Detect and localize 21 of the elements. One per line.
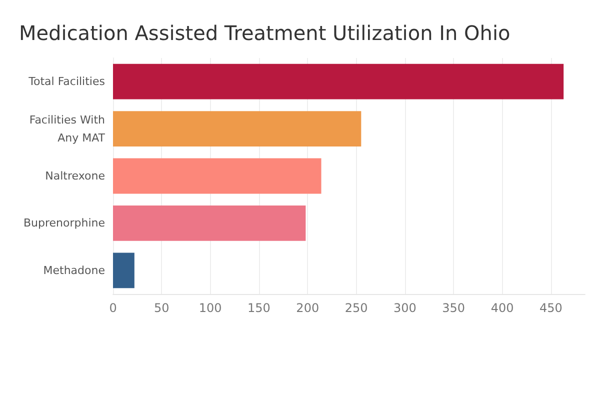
x-tick-label: 250 xyxy=(344,301,368,315)
x-tick-label: 50 xyxy=(154,301,170,315)
y-tick-label: Total Facilities xyxy=(28,75,106,88)
bar xyxy=(113,206,306,241)
bar xyxy=(113,252,134,288)
y-tick-label: Naltrexone xyxy=(45,170,106,182)
x-tick-label: 100 xyxy=(198,301,222,315)
x-tick-label: 150 xyxy=(248,301,270,315)
x-tick-label: 450 xyxy=(539,301,562,315)
x-tick-label: 200 xyxy=(296,301,320,315)
y-tick-label: Facilities With Any MAT xyxy=(29,113,106,144)
bar xyxy=(113,111,362,146)
bar xyxy=(113,158,322,194)
x-tick-label: 350 xyxy=(442,301,466,315)
x-tick-label: 400 xyxy=(490,301,514,315)
bar xyxy=(113,64,564,100)
y-tick-label: Buprenorphine xyxy=(23,216,106,230)
chart-title: Medication Assisted Treatment Utilization In Ohio xyxy=(19,21,510,45)
y-tick-label: Methadone xyxy=(43,264,106,277)
x-tick-label: 300 xyxy=(394,301,416,315)
x-tick-label: 0 xyxy=(109,301,117,315)
